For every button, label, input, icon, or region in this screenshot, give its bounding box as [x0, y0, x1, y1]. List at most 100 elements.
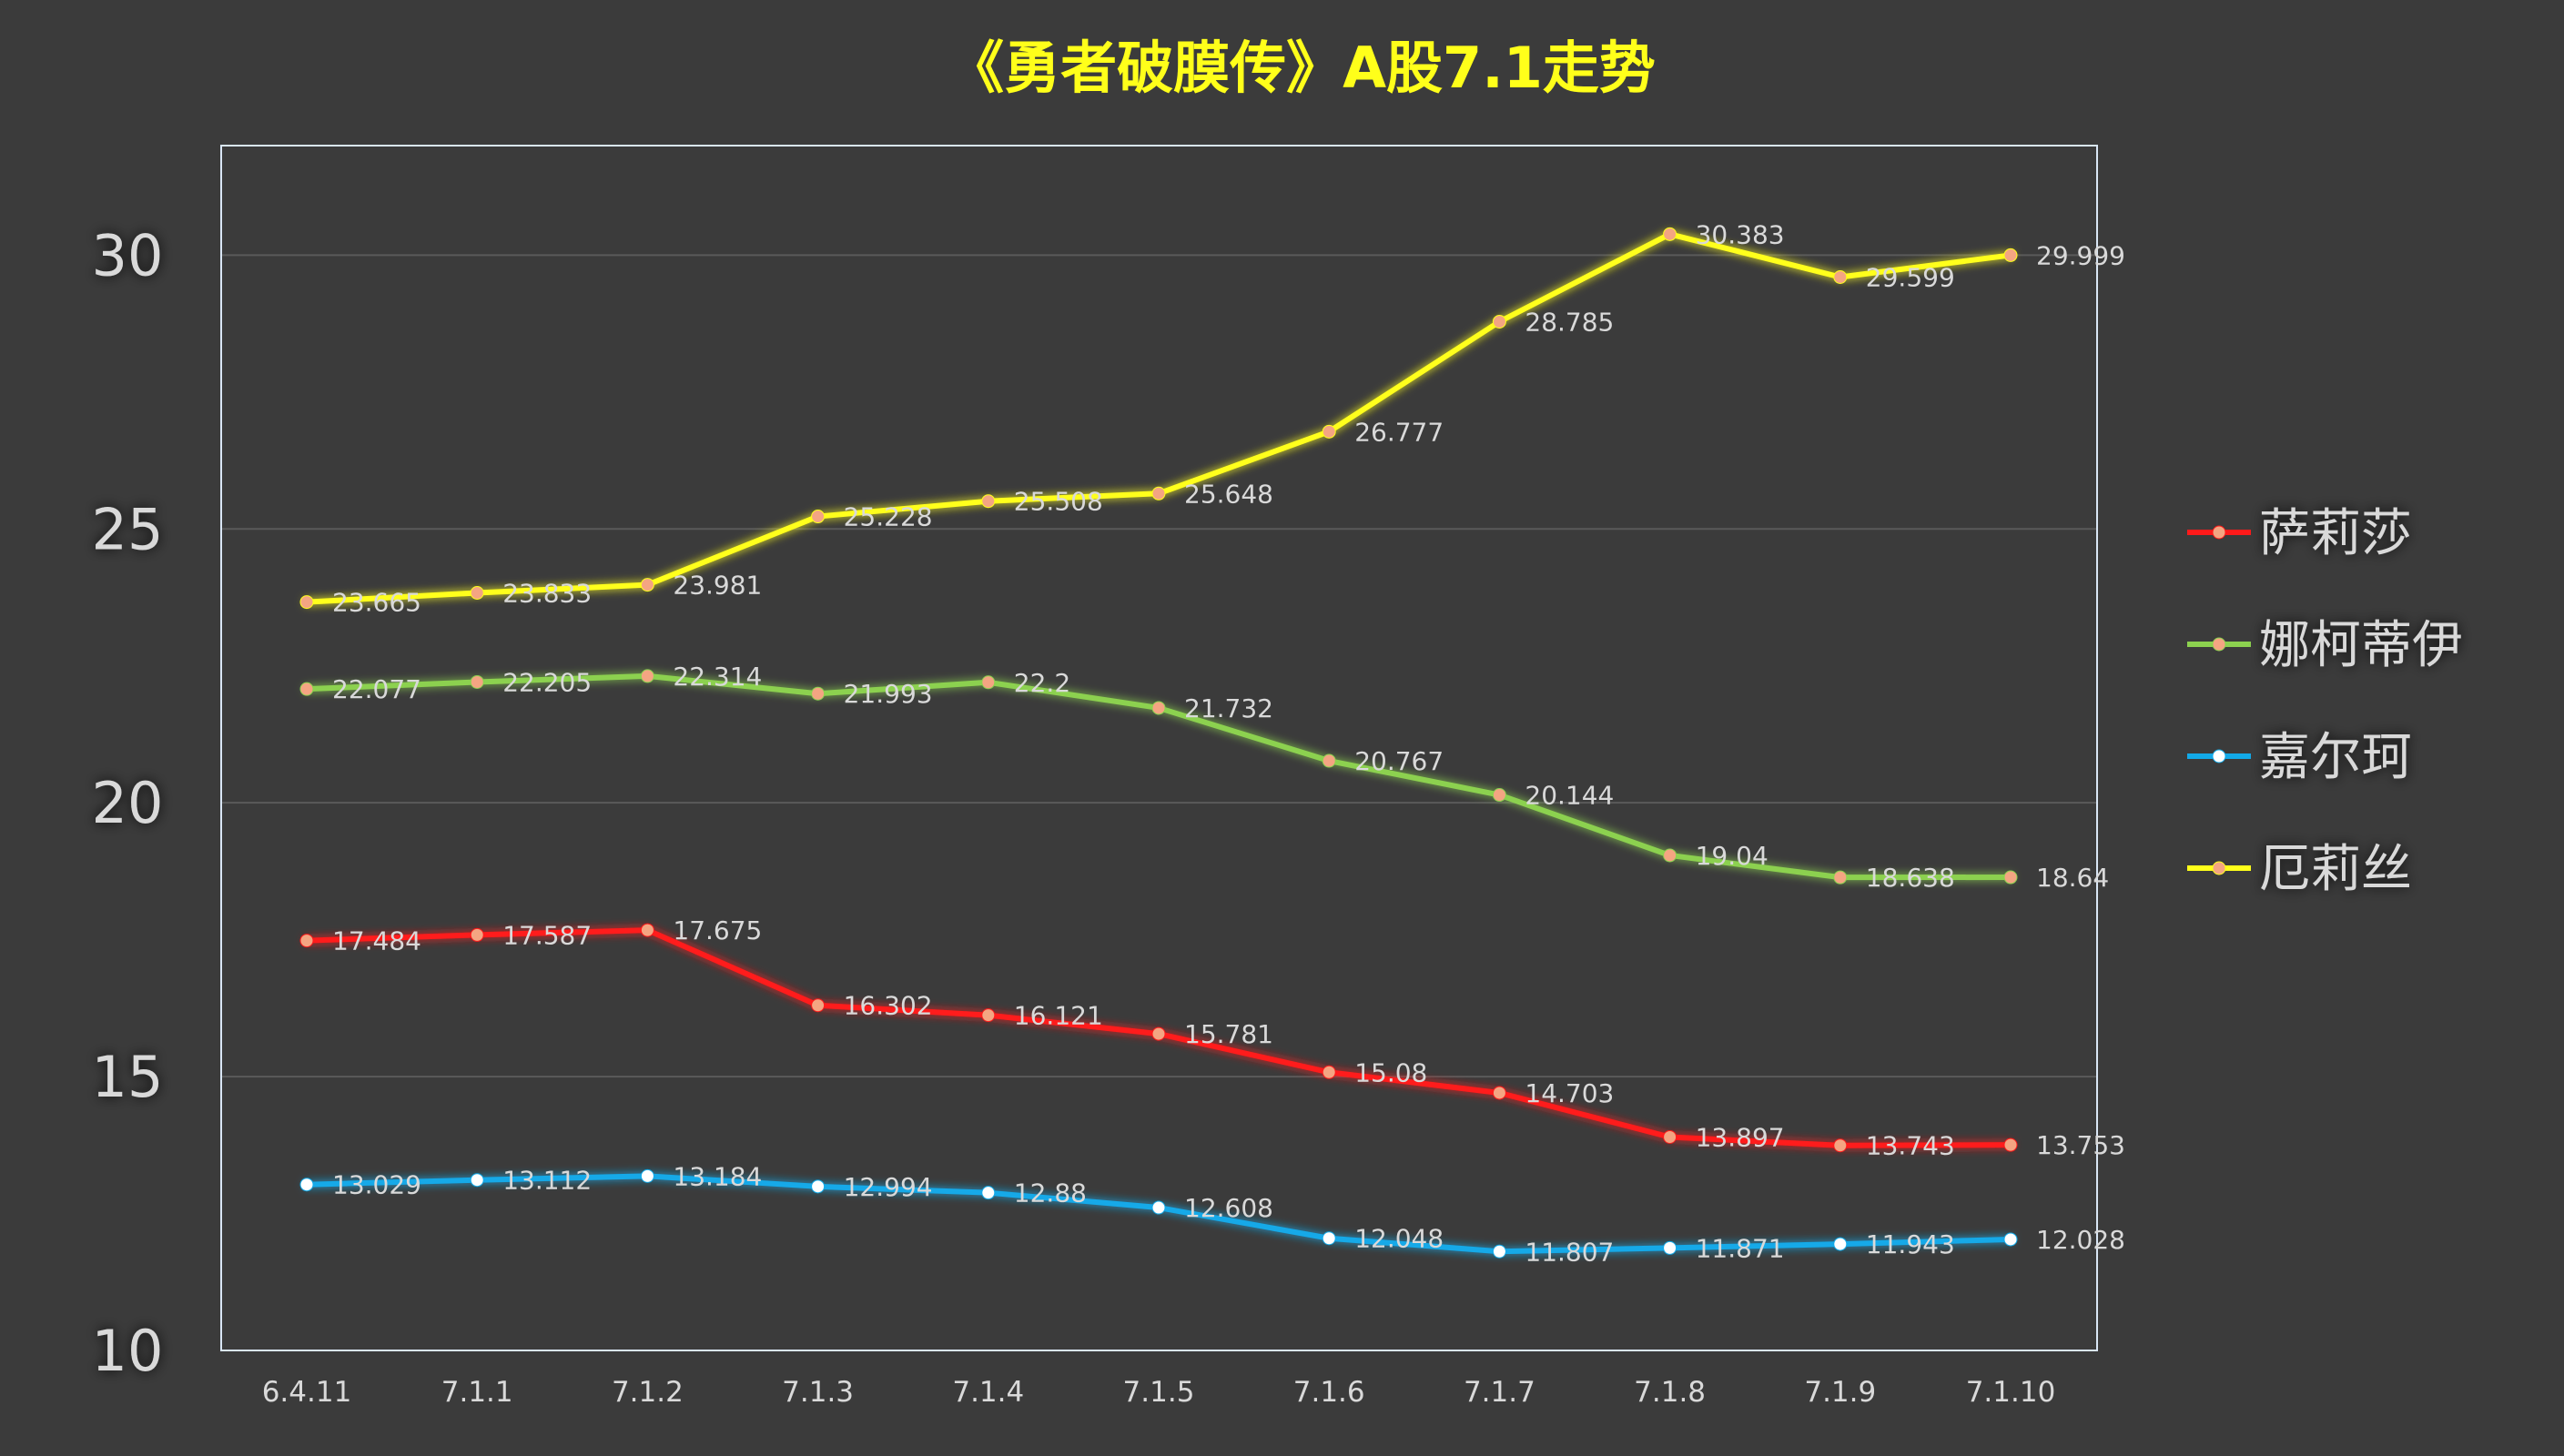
data-point: [1833, 269, 1848, 284]
data-point: [2003, 1232, 2018, 1247]
data-point: [299, 595, 314, 610]
data-label: 11.871: [1696, 1233, 1785, 1263]
y-axis-ticks: 10 15 20 25 30: [92, 222, 164, 1384]
data-point: [981, 1008, 996, 1023]
x-axis-ticks: 6.4.11 7.1.1 7.1.2 7.1.3 7.1.4 7.1.5 7.1.6 7.1.…: [262, 1376, 2056, 1409]
data-point: [981, 675, 996, 690]
data-point: [1663, 848, 1677, 863]
legend-swatch-marker: [2212, 749, 2226, 763]
data-point: [1151, 701, 1166, 715]
series-4: [299, 227, 2018, 610]
data-label: 12.048: [1354, 1224, 1444, 1254]
data-label: 17.675: [673, 915, 762, 945]
data-point: [299, 934, 314, 948]
x-tick-label: 6.4.11: [262, 1376, 352, 1409]
x-tick-label: 7.1.9: [1804, 1376, 1876, 1409]
legend-item: 萨莉莎: [2187, 504, 2412, 563]
y-tick-label: 15: [92, 1044, 164, 1110]
data-point: [2003, 870, 2018, 885]
chart-title: 《勇者破膜传》A股7.1走势: [948, 35, 1656, 101]
data-point: [981, 494, 996, 509]
data-point: [1833, 870, 1848, 885]
x-tick-label: 7.1.6: [1293, 1376, 1365, 1409]
data-point: [640, 578, 654, 592]
legend-item: 嘉尔珂: [2187, 728, 2412, 787]
data-point: [1322, 1065, 1336, 1079]
data-point: [470, 586, 484, 601]
series-line: [304, 231, 2013, 605]
data-label: 29.999: [2036, 240, 2125, 270]
data-label: 22.314: [673, 662, 762, 692]
data-point: [640, 669, 654, 683]
data-label: 28.785: [1525, 307, 1614, 337]
data-label: 16.302: [844, 991, 933, 1021]
legend-swatch-marker: [2212, 637, 2226, 652]
data-point: [1322, 1231, 1336, 1246]
y-tick-label: 20: [92, 770, 164, 836]
x-tick-label: 7.1.8: [1634, 1376, 1706, 1409]
data-label: 23.981: [673, 571, 762, 601]
gridlines: [221, 254, 2097, 1078]
series-2: [299, 669, 2018, 885]
data-label: 25.648: [1184, 479, 1273, 509]
data-point: [1663, 1240, 1677, 1255]
x-tick-label: 7.1.10: [1966, 1376, 2056, 1409]
data-label: 13.753: [2036, 1130, 2125, 1160]
data-label: 26.777: [1354, 417, 1444, 447]
data-point: [2003, 1138, 2018, 1152]
x-tick-label: 7.1.2: [612, 1376, 684, 1409]
data-labels: 17.484 17.587 17.675 16.302 16.121 15.781 15.0…: [332, 219, 2125, 1267]
data-point: [470, 674, 484, 689]
legend-item: 娜柯蒂伊: [2187, 616, 2463, 675]
y-tick-label: 10: [92, 1318, 164, 1384]
data-point: [811, 510, 826, 524]
data-label: 14.703: [1525, 1078, 1614, 1108]
data-point: [470, 1173, 484, 1188]
data-point: [1492, 1244, 1506, 1259]
data-point: [640, 923, 654, 937]
data-point: [1151, 486, 1166, 500]
x-tick-label: 7.1.3: [782, 1376, 854, 1409]
data-label: 18.64: [2036, 863, 2109, 893]
data-label: 18.638: [1866, 863, 1955, 893]
series-3: [299, 1168, 2018, 1259]
y-tick-label: 25: [92, 496, 164, 562]
data-label: 12.608: [1184, 1193, 1273, 1223]
data-label: 13.029: [332, 1170, 421, 1200]
data-point: [1322, 424, 1336, 439]
data-label: 20.767: [1354, 746, 1444, 776]
legend-label: 嘉尔珂: [2259, 728, 2412, 787]
data-label: 12.88: [1014, 1178, 1087, 1208]
data-label: 15.781: [1184, 1019, 1273, 1049]
data-point: [470, 927, 484, 942]
data-point: [1833, 1138, 1848, 1153]
data-label: 21.993: [844, 679, 933, 709]
data-point: [1663, 1129, 1677, 1144]
series-1: [299, 923, 2018, 1153]
data-label: 17.587: [502, 920, 592, 950]
data-label: 30.383: [1696, 219, 1785, 249]
data-point: [1492, 314, 1506, 329]
data-point: [1833, 1237, 1848, 1251]
legend-item: 厄莉丝: [2187, 840, 2412, 899]
data-point: [811, 1179, 826, 1194]
data-label: 13.897: [1696, 1122, 1785, 1152]
data-point: [640, 1168, 654, 1183]
data-label: 17.484: [332, 926, 421, 956]
x-tick-label: 7.1.4: [952, 1376, 1024, 1409]
data-label: 29.599: [1866, 262, 1955, 292]
plot-area-border: [220, 145, 2098, 1351]
data-point: [1151, 1026, 1166, 1041]
data-label: 20.144: [1525, 781, 1614, 811]
data-point: [1322, 753, 1336, 768]
data-label: 21.732: [1184, 693, 1273, 723]
x-tick-label: 7.1.5: [1123, 1376, 1195, 1409]
series-lines: [299, 227, 2018, 1259]
legend-label: 娜柯蒂伊: [2259, 616, 2463, 675]
data-label: 11.943: [1866, 1229, 1955, 1259]
x-tick-label: 7.1.1: [441, 1376, 513, 1409]
legend-label: 厄莉丝: [2259, 840, 2412, 899]
